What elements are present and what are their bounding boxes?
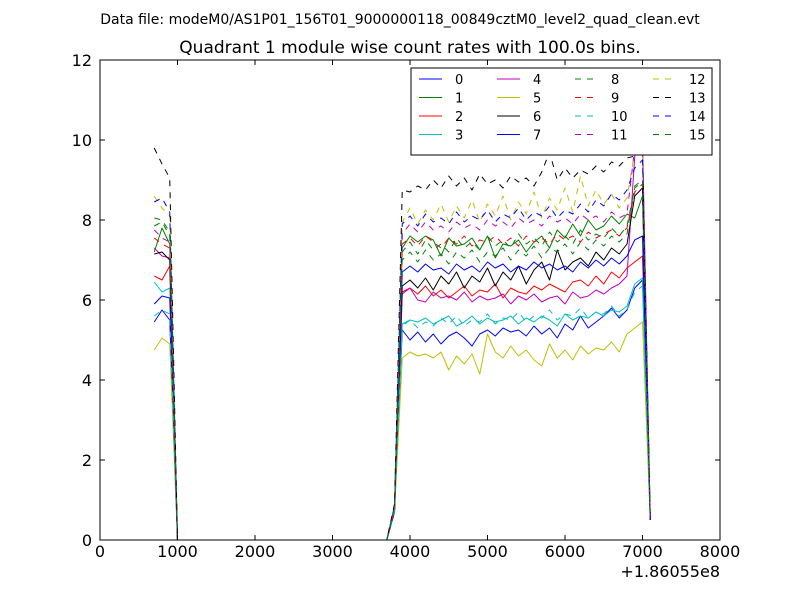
legend-label-6: 6 [533, 110, 541, 125]
series-layer [153, 139, 651, 541]
y-tick-label: 8 [82, 211, 92, 230]
legend-label-12: 12 [689, 73, 706, 88]
legend-box [410, 67, 713, 156]
y-tick-label: 0 [82, 531, 92, 550]
x-tick-label: 8000 [700, 542, 741, 561]
chart-title: Quadrant 1 module wise count rates with … [179, 38, 640, 58]
series-line-5 [153, 321, 651, 541]
y-tick-label: 10 [72, 131, 92, 150]
y-tick-label: 2 [82, 451, 92, 470]
legend-label-10: 10 [611, 110, 628, 125]
legend-label-3: 3 [455, 129, 463, 144]
x-tick-label: 2000 [235, 542, 276, 561]
legend-label-1: 1 [455, 92, 463, 107]
x-offset-label: +1.86055e8 [620, 562, 720, 581]
legend-label-4: 4 [533, 73, 541, 88]
legend-label-9: 9 [611, 92, 619, 107]
legend-label-8: 8 [611, 73, 619, 88]
legend-label-11: 11 [611, 129, 628, 144]
y-tick-label: 4 [82, 371, 92, 390]
x-tick-label: 0 [95, 542, 105, 561]
series-line-13 [153, 147, 651, 541]
legend-label-2: 2 [455, 110, 463, 125]
y-tick-label: 6 [82, 291, 92, 310]
legend-label-7: 7 [533, 129, 541, 144]
legend-label-13: 13 [689, 92, 706, 107]
x-tick-label: 7000 [622, 542, 663, 561]
legend-label-14: 14 [689, 110, 706, 125]
series-line-14 [154, 159, 651, 541]
legend-label-5: 5 [533, 92, 541, 107]
ticks-layer: 0 1000 2000 3000 4000 5000 6000 7000 80000246810… [72, 51, 741, 561]
chart-suptitle: Data file: modeM0/AS1P01_156T01_90000001… [100, 12, 700, 28]
series-line-9 [153, 183, 651, 541]
series-line-3 [153, 277, 651, 541]
series-line-0 [153, 279, 651, 541]
x-tick-label: 3000 [312, 542, 353, 561]
legend-label-15: 15 [689, 129, 706, 144]
x-tick-label: 1000 [157, 542, 198, 561]
y-tick-label: 12 [72, 51, 92, 70]
x-tick-label: 5000 [467, 542, 508, 561]
x-tick-label: 4000 [390, 542, 431, 561]
x-tick-label: 6000 [545, 542, 586, 561]
legend-label-0: 0 [455, 73, 463, 88]
